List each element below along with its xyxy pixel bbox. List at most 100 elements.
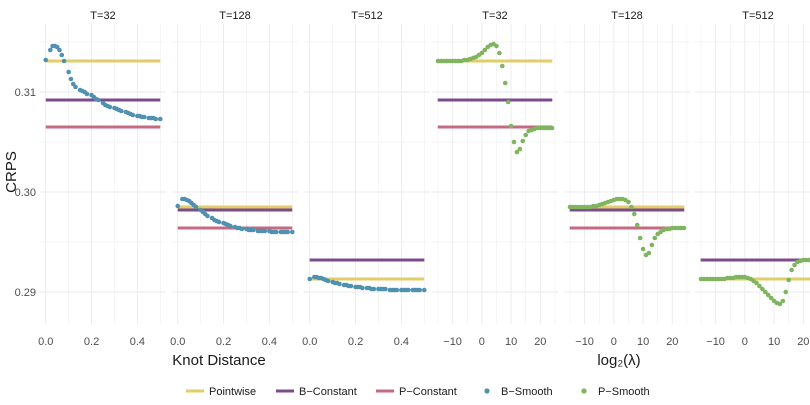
data-point — [157, 116, 163, 122]
data-point — [792, 262, 797, 268]
data-point — [637, 235, 643, 241]
legend-label: P−Smooth — [598, 386, 650, 398]
x-tick-label: −10 — [706, 336, 725, 348]
data-point — [251, 227, 256, 233]
data-point — [417, 287, 422, 293]
facet-panel: T=128 0.0 0.2 0.4 — [170, 10, 298, 348]
facet-title: T=512 — [742, 10, 774, 22]
data-point — [783, 289, 789, 295]
data-point — [337, 281, 342, 287]
grid — [40, 24, 166, 324]
data-point — [497, 50, 502, 56]
data-point — [514, 149, 520, 155]
points-b-smooth — [43, 43, 163, 122]
legend-item-pointwise: Pointwise — [186, 386, 256, 398]
y-axis-title: CRPS — [3, 151, 20, 193]
points-b-smooth — [307, 274, 427, 293]
data-point — [479, 50, 485, 56]
data-point — [175, 203, 181, 209]
data-point — [405, 287, 411, 293]
data-point — [520, 138, 526, 144]
grid — [564, 24, 690, 324]
x-tick-label: 20 — [797, 336, 809, 348]
points-p-smooth — [435, 41, 555, 155]
data-point — [806, 257, 810, 263]
data-point — [632, 211, 637, 217]
facet-panel: T=128 −10 0 10 20 — [564, 10, 690, 348]
data-point — [348, 283, 354, 289]
data-point — [73, 84, 78, 90]
facet-title: T=32 — [482, 10, 507, 22]
data-point — [119, 108, 124, 114]
data-point — [57, 47, 62, 53]
axis-labels: CRPS Knot Distance log₂(λ) — [3, 151, 641, 369]
x-tick-label: 0 — [479, 336, 485, 348]
data-point — [500, 63, 505, 69]
data-point — [763, 289, 768, 295]
data-point — [48, 47, 53, 53]
legend-label: B−Constant — [299, 386, 357, 398]
x-tick-label: 0.4 — [262, 336, 277, 348]
data-point — [394, 287, 400, 293]
x-tick-label: 0.0 — [38, 336, 53, 348]
data-point — [626, 199, 631, 205]
data-point — [383, 286, 388, 292]
data-point — [130, 112, 136, 118]
x-tick-label: 20 — [534, 336, 546, 348]
facet-title: T=128 — [219, 10, 251, 22]
x-tick-label: 0.0 — [170, 336, 185, 348]
y-tick-label: 0.31 — [15, 87, 36, 99]
data-point — [754, 280, 759, 286]
legend-item-b-smooth: B−Smooth — [484, 386, 553, 398]
x-tick-label: 0.0 — [302, 336, 317, 348]
data-point — [765, 292, 771, 298]
grid — [172, 24, 298, 324]
data-point — [96, 97, 101, 103]
facet-title: T=512 — [351, 10, 383, 22]
data-point — [421, 287, 427, 293]
data-point — [66, 69, 71, 75]
data-point — [59, 52, 65, 58]
data-point — [760, 286, 765, 292]
facet-panel: T=32 0.0 0.2 0.4 — [38, 10, 166, 348]
data-point — [649, 242, 655, 248]
data-point — [360, 285, 365, 291]
data-point — [757, 283, 762, 289]
facet-panel: T=32 −10 0 10 20 — [432, 10, 558, 348]
data-point — [153, 116, 158, 122]
data-point — [646, 250, 652, 256]
data-point — [61, 58, 67, 64]
data-point — [780, 298, 786, 304]
data-point — [193, 204, 199, 210]
data-point — [549, 125, 555, 131]
points-p-smooth — [698, 257, 810, 307]
data-point — [786, 277, 791, 283]
data-point — [681, 225, 687, 231]
x-tick-label: 0.2 — [84, 336, 99, 348]
grid — [695, 24, 810, 324]
legend-item-p-smooth: P−Smooth — [581, 386, 650, 398]
legend-label: B−Smooth — [501, 386, 553, 398]
data-point — [502, 80, 508, 86]
facet-panel: T=512 −10 0 10 20 — [695, 10, 810, 348]
data-point — [523, 132, 528, 138]
x-axis-title-knot-distance: Knot Distance — [172, 352, 265, 369]
data-point — [768, 295, 774, 301]
y-tick-label: 0.29 — [15, 287, 36, 299]
x-tick-label: 0.4 — [130, 336, 145, 348]
data-point — [325, 278, 331, 284]
data-point — [262, 228, 268, 234]
legend-label: Pointwise — [209, 386, 256, 398]
legend-key-point — [581, 388, 587, 394]
data-point — [482, 47, 488, 53]
grid — [432, 24, 558, 324]
data-point — [141, 114, 147, 120]
x-tick-label: 0.2 — [348, 336, 363, 348]
data-point — [289, 229, 295, 235]
data-point — [307, 276, 313, 282]
data-point — [517, 146, 523, 152]
data-point — [640, 246, 646, 252]
legend-key-point — [484, 388, 490, 394]
data-point — [228, 223, 233, 229]
